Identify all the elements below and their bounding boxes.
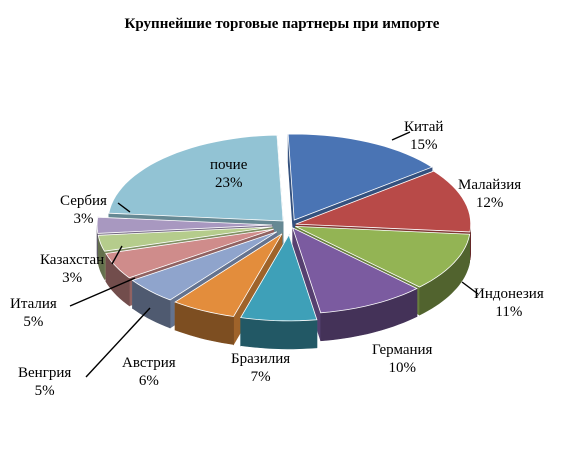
slice-label-value: 12%	[475, 195, 504, 211]
pie-slice-9	[97, 226, 273, 252]
slice-label-name: Малайзия	[458, 177, 522, 193]
slice-label: Австрия 6%	[122, 354, 176, 390]
leader-line	[69, 277, 136, 307]
slice-label: Германия 10%	[372, 341, 432, 377]
slice-label-name: Венгрия	[18, 365, 72, 381]
slice-label-name: Китай	[404, 119, 444, 135]
leader-line	[117, 202, 131, 213]
slice-label-name: Германия	[372, 342, 433, 358]
pie-slice-8	[105, 228, 274, 279]
slice-label: Индонезия 11%	[474, 285, 544, 321]
slice-label-name: Австрия	[122, 355, 176, 371]
slice-side	[240, 317, 318, 350]
leader-line	[85, 307, 151, 378]
slice-label-value: 23%	[214, 175, 243, 191]
slice-label-value: 6%	[138, 373, 159, 389]
chart-title: Крупнейшие торговые партнеры при импорте	[124, 16, 440, 32]
slice-label-name: почие	[210, 157, 248, 173]
slice-label-name: Италия	[10, 296, 57, 312]
slice-label: Сербия 3%	[60, 192, 107, 228]
slice-label: Казахстан 3%	[40, 251, 104, 287]
leader-line	[461, 281, 479, 295]
pie-slice-3	[295, 226, 471, 288]
slice-label-name: Сербия	[60, 193, 107, 209]
pie-slice-11	[108, 134, 284, 222]
slice-label: Китай 15%	[404, 118, 443, 154]
slice-label-value: 15%	[409, 137, 438, 153]
pie-slice-7	[131, 231, 278, 301]
pie-slice-2	[295, 170, 472, 233]
slice-label-value: 5%	[23, 314, 44, 330]
slice-label: Малайзия 12%	[458, 176, 521, 212]
slice-label: Венгрия 5%	[18, 364, 71, 400]
slice-label-name: Индонезия	[474, 286, 544, 302]
slice-label-value: 7%	[250, 369, 271, 385]
slice-label: Бразилия 7%	[231, 350, 290, 386]
slice-label: почие 23%	[210, 156, 247, 192]
slice-label-value: 10%	[388, 360, 416, 376]
leader-line	[391, 131, 411, 141]
pie-slice-4	[292, 227, 418, 314]
slice-label-value: 3%	[62, 270, 83, 286]
slice-label: Италия 5%	[10, 295, 57, 331]
pie-slice-6	[174, 233, 283, 317]
slice-label-value: 3%	[73, 211, 94, 227]
slice-label-name: Казахстан	[40, 252, 105, 268]
pie-slice-10	[96, 216, 273, 234]
slice-label-name: Бразилия	[231, 351, 291, 367]
pie-slice-1	[287, 133, 434, 221]
slice-label-value: 11%	[495, 304, 523, 320]
slice-label-value: 5%	[34, 383, 55, 399]
leader-line	[111, 245, 123, 265]
pie-slice-5	[240, 233, 318, 322]
